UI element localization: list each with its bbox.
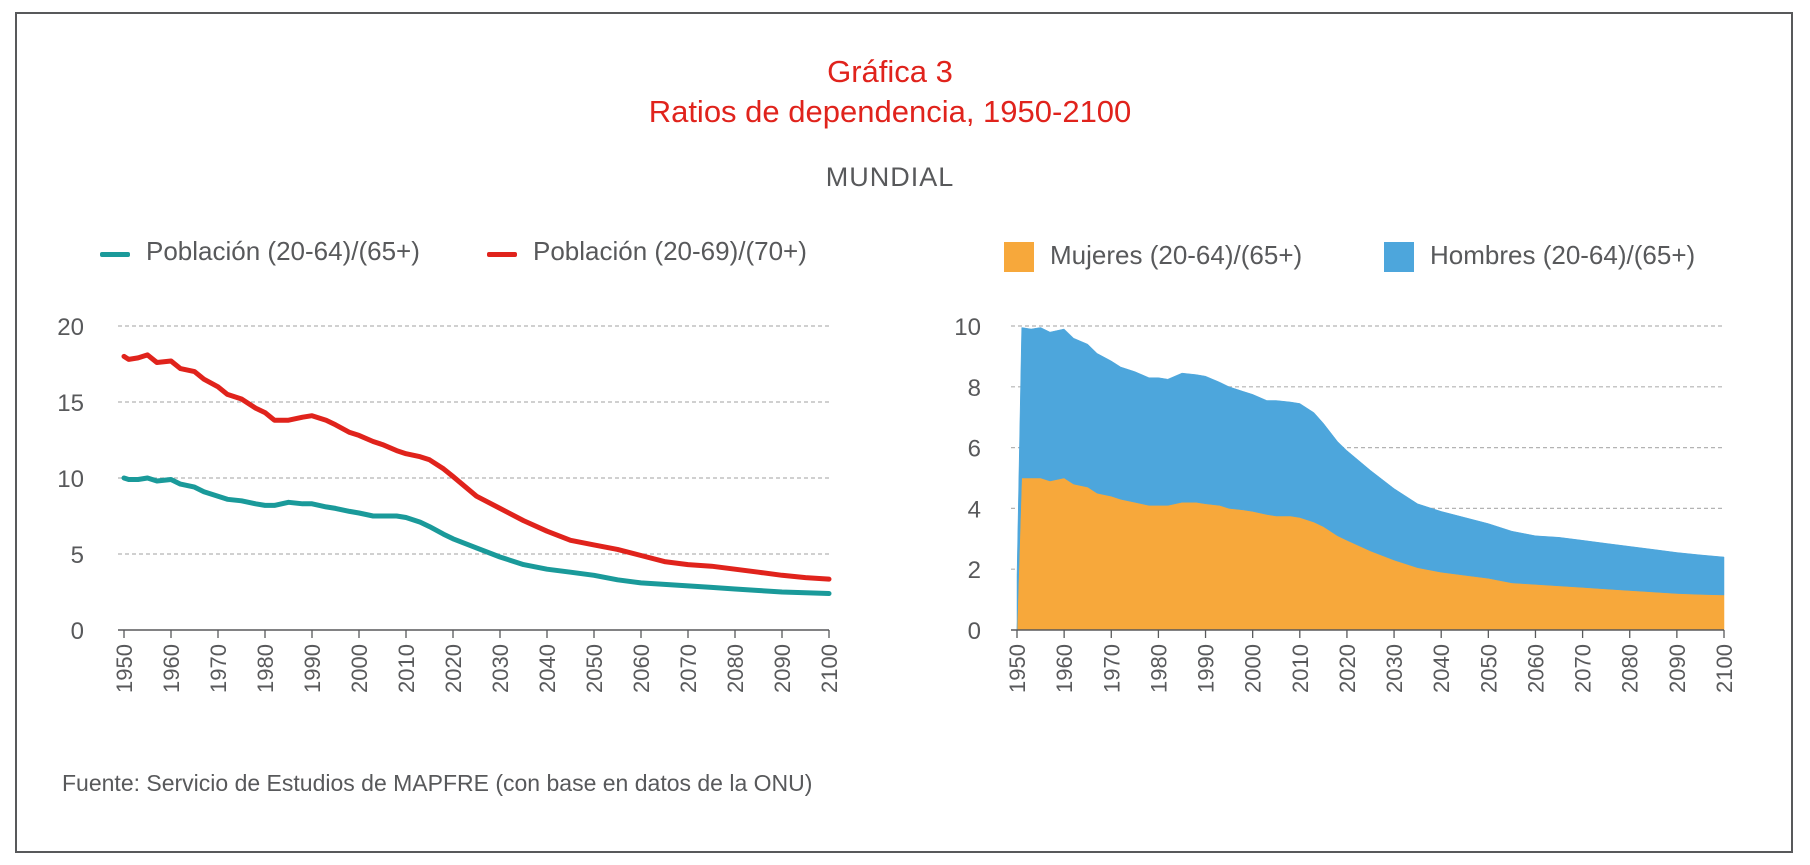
- x-tick-label-1-2020: 2020: [1335, 644, 1360, 693]
- x-tick-label-0-1970: 1970: [206, 644, 231, 693]
- x-tick-label-0-1960: 1960: [159, 644, 184, 693]
- y-tick-label-1-0: 0: [968, 618, 981, 645]
- series-line-2: [121, 352, 832, 582]
- y-tick-label-0-10: 10: [57, 466, 84, 493]
- y-tick-label-1-8: 8: [968, 375, 981, 402]
- legend-swatch-mujeres: [1004, 242, 1034, 272]
- legend-swatch-hombres: [1384, 242, 1414, 272]
- region-subtitle: MUNDIAL: [825, 162, 955, 192]
- x-tick-label-1-1980: 1980: [1146, 644, 1171, 693]
- legend-label-series-1: Población (20-64)/(65+): [146, 236, 420, 266]
- y-tick-label-0-15: 15: [57, 390, 84, 417]
- x-tick-label-0-1990: 1990: [300, 644, 325, 693]
- legend-swatch-series-1: [100, 252, 130, 257]
- source-note: Fuente: Servicio de Estudios de MAPFRE (…: [62, 770, 813, 796]
- x-tick-label-0-2020: 2020: [441, 644, 466, 693]
- y-tick-label-1-2: 2: [968, 557, 981, 584]
- y-tick-label-1-6: 6: [968, 436, 981, 463]
- x-tick-label-0-2010: 2010: [394, 644, 419, 693]
- figure-title: Ratios de dependencia, 1950-2100: [648, 94, 1132, 129]
- x-tick-label-0-2060: 2060: [629, 644, 654, 693]
- y-tick-label-0-0: 0: [71, 618, 84, 645]
- x-tick-label-0-2050: 2050: [582, 644, 607, 693]
- x-tick-label-1-1950: 1950: [1005, 644, 1030, 693]
- x-tick-label-0-2070: 2070: [676, 644, 701, 693]
- y-tick-label-1-10: 10: [954, 314, 981, 341]
- legend-label-mujeres: Mujeres (20-64)/(65+): [1050, 240, 1303, 270]
- legend-swatch-series-2: [487, 252, 517, 257]
- x-tick-label-1-2060: 2060: [1523, 644, 1548, 693]
- x-tick-label-1-2040: 2040: [1429, 644, 1454, 693]
- x-tick-label-1-2070: 2070: [1571, 644, 1596, 693]
- x-tick-label-1-2000: 2000: [1241, 644, 1266, 693]
- x-tick-label-0-2080: 2080: [723, 644, 748, 693]
- figure-number: Gráfica 3: [827, 54, 953, 89]
- x-tick-label-1-2050: 2050: [1476, 644, 1501, 693]
- x-tick-label-1-2090: 2090: [1665, 644, 1690, 693]
- x-tick-label-0-2100: 2100: [817, 644, 842, 693]
- x-tick-label-0-2000: 2000: [347, 644, 372, 693]
- x-tick-label-1-1970: 1970: [1099, 644, 1124, 693]
- x-tick-label-0-1980: 1980: [253, 644, 278, 693]
- series-area-2: [1016, 327, 1725, 631]
- legend-label-series-2: Población (20-69)/(70+): [533, 236, 807, 266]
- series-line-1: [121, 475, 832, 596]
- x-tick-label-1-1990: 1990: [1194, 644, 1219, 693]
- x-tick-label-1-2080: 2080: [1618, 644, 1643, 693]
- x-tick-label-1-2010: 2010: [1288, 644, 1313, 693]
- y-tick-label-0-5: 5: [71, 542, 84, 569]
- x-tick-label-1-2100: 2100: [1712, 644, 1737, 693]
- y-tick-label-1-4: 4: [968, 496, 981, 523]
- figure-frame: [15, 12, 1793, 853]
- x-tick-label-0-2040: 2040: [535, 644, 560, 693]
- x-tick-label-0-1950: 1950: [112, 644, 137, 693]
- x-tick-label-1-1960: 1960: [1052, 644, 1077, 693]
- legend-label-hombres: Hombres (20-64)/(65+): [1430, 240, 1696, 270]
- x-tick-label-0-2030: 2030: [488, 644, 513, 693]
- x-tick-label-1-2030: 2030: [1382, 644, 1407, 693]
- x-tick-label-0-2090: 2090: [770, 644, 795, 693]
- y-tick-label-0-20: 20: [57, 314, 84, 341]
